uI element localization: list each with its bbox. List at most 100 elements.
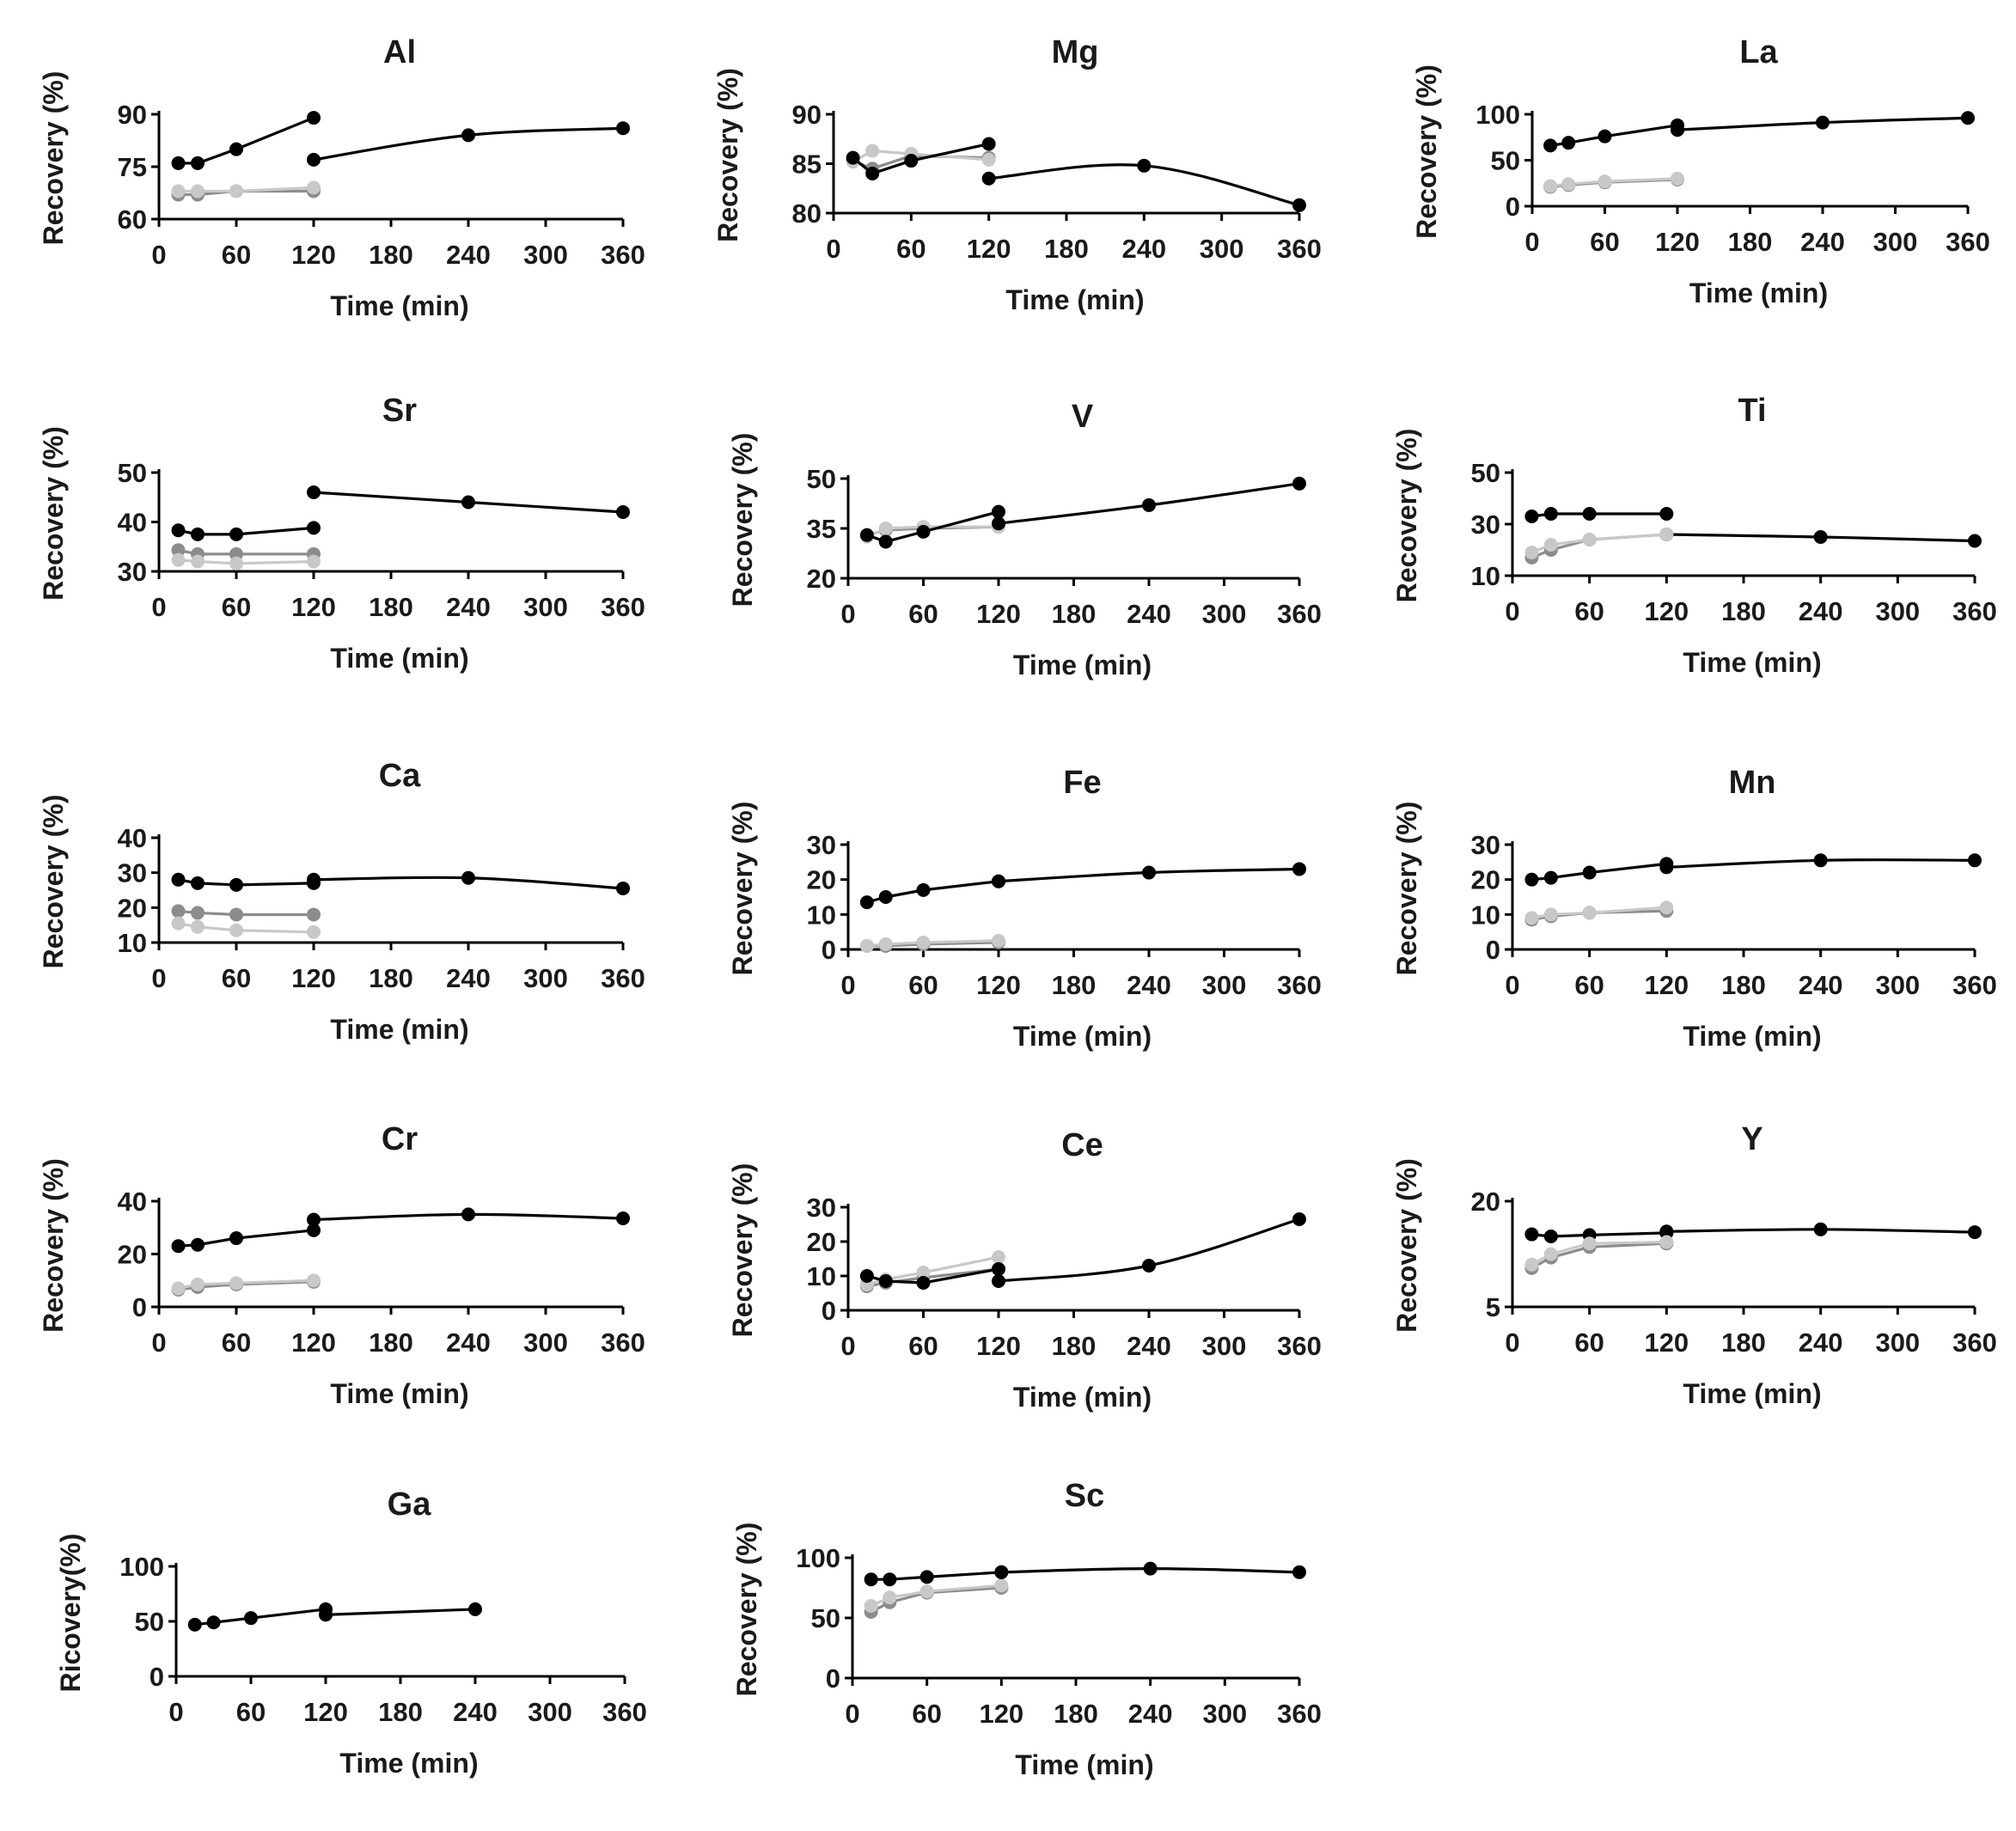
x-axis-label: Time (min) xyxy=(1013,650,1152,681)
series-dark xyxy=(171,1223,321,1254)
x-axis-label: Time (min) xyxy=(1689,278,1828,308)
data-point xyxy=(616,505,630,519)
panel-sr: Sr 30 40 50 0 60 120 180 240 300 360 Time (min) Reco… xyxy=(38,393,645,674)
series-dark xyxy=(859,504,1005,549)
x-tick-label: 360 xyxy=(1277,1331,1322,1361)
x-tick-label: 120 xyxy=(1644,970,1689,1000)
x-axis-label: Time (min) xyxy=(1683,1021,1821,1052)
y-axis-label: Recovery (%) xyxy=(38,71,69,246)
x-tick-label: 240 xyxy=(1127,599,1171,629)
data-point xyxy=(1671,171,1684,186)
series-line xyxy=(865,1267,1000,1285)
data-point xyxy=(307,925,321,939)
data-point xyxy=(1543,179,1558,193)
series-light xyxy=(171,916,321,939)
y-axis-label: Recovery (%) xyxy=(731,1523,762,1697)
data-point xyxy=(171,543,186,558)
x-tick-label: 360 xyxy=(1277,1699,1322,1729)
x-tick-label: 60 xyxy=(1590,227,1619,257)
panel-mg: Mg 80 85 90 0 60 120 180 240 300 360 Time (min) Reco… xyxy=(712,34,1322,315)
x-tick-label: 180 xyxy=(1052,599,1097,629)
data-point xyxy=(171,904,186,919)
panel-cr: Cr 0 20 40 0 60 120 180 240 300 360 Time (min) Recov… xyxy=(38,1121,645,1409)
series-dark xyxy=(1524,857,1674,887)
data-point xyxy=(1292,198,1306,212)
data-point xyxy=(1582,865,1597,880)
x-tick-label: 240 xyxy=(446,240,491,270)
series-dark xyxy=(846,137,996,180)
panel-title: La xyxy=(1739,34,1778,70)
data-point xyxy=(229,142,243,156)
y-tick-label: 30 xyxy=(807,1193,836,1223)
data-point xyxy=(916,1266,931,1279)
x-tick-label: 240 xyxy=(1121,234,1166,264)
y-tick-label: 50 xyxy=(135,1607,164,1637)
data-point xyxy=(919,1570,934,1584)
y-tick-label: 50 xyxy=(1491,146,1520,176)
series-dark xyxy=(171,872,321,892)
data-point xyxy=(616,121,630,136)
data-point xyxy=(1561,177,1576,192)
data-point xyxy=(981,171,996,186)
y-tick-label: 0 xyxy=(132,1292,147,1322)
data-point xyxy=(1659,860,1674,875)
y-tick-label: 10 xyxy=(1471,900,1500,930)
data-point xyxy=(865,143,880,158)
x-axis-label: Time (min) xyxy=(330,643,468,674)
x-axis-label: Time (min) xyxy=(330,290,468,321)
series-line xyxy=(870,1584,1003,1608)
x-tick-label: 240 xyxy=(1800,227,1845,257)
series-dark xyxy=(994,1561,1306,1579)
data-point xyxy=(171,156,186,170)
series-line xyxy=(865,525,1000,539)
series-line xyxy=(176,186,315,193)
x-axis-label: Time (min) xyxy=(1683,647,1821,678)
series-line xyxy=(176,116,315,165)
panel-title: Y xyxy=(1741,1121,1762,1157)
data-point xyxy=(191,906,205,920)
data-point xyxy=(1524,911,1539,925)
y-axis-label: Recovery (%) xyxy=(727,1163,758,1338)
data-point xyxy=(992,933,1005,948)
series-line xyxy=(865,880,1000,904)
data-point xyxy=(229,184,243,198)
x-tick-label: 300 xyxy=(1875,1327,1920,1358)
x-tick-label: 240 xyxy=(453,1697,498,1727)
data-point xyxy=(171,916,186,931)
x-tick-label: 0 xyxy=(845,1699,859,1729)
x-tick-label: 240 xyxy=(1799,596,1843,626)
data-point xyxy=(883,1572,897,1587)
series-light xyxy=(1524,528,1674,559)
data-point xyxy=(1968,1225,1982,1240)
data-point xyxy=(1968,853,1982,868)
data-point xyxy=(229,1276,243,1291)
panel-title: Ga xyxy=(388,1486,432,1523)
data-point xyxy=(229,556,243,571)
y-axis-label: Recovery (%) xyxy=(1411,64,1442,239)
series-line xyxy=(176,878,315,887)
data-point xyxy=(919,1584,934,1599)
x-tick-label: 360 xyxy=(601,1327,645,1358)
data-point xyxy=(171,552,186,567)
data-point xyxy=(319,1608,333,1622)
x-tick-label: 300 xyxy=(523,1327,568,1358)
x-tick-label: 120 xyxy=(1655,227,1700,257)
x-tick-label: 300 xyxy=(1202,1699,1247,1729)
x-tick-label: 120 xyxy=(291,592,336,622)
data-point xyxy=(461,1207,475,1222)
x-tick-label: 360 xyxy=(601,240,645,270)
y-tick-label: 90 xyxy=(118,100,147,130)
data-point xyxy=(229,527,243,541)
x-tick-label: 180 xyxy=(369,963,413,993)
series-dark xyxy=(1524,507,1674,523)
x-tick-label: 120 xyxy=(291,963,336,993)
series-dark xyxy=(187,1602,333,1632)
data-point xyxy=(307,152,321,167)
x-tick-label: 240 xyxy=(446,963,491,993)
series-dark xyxy=(307,485,630,519)
x-axis-label: Time (min) xyxy=(1005,284,1144,315)
series-dark xyxy=(1659,1222,1982,1240)
